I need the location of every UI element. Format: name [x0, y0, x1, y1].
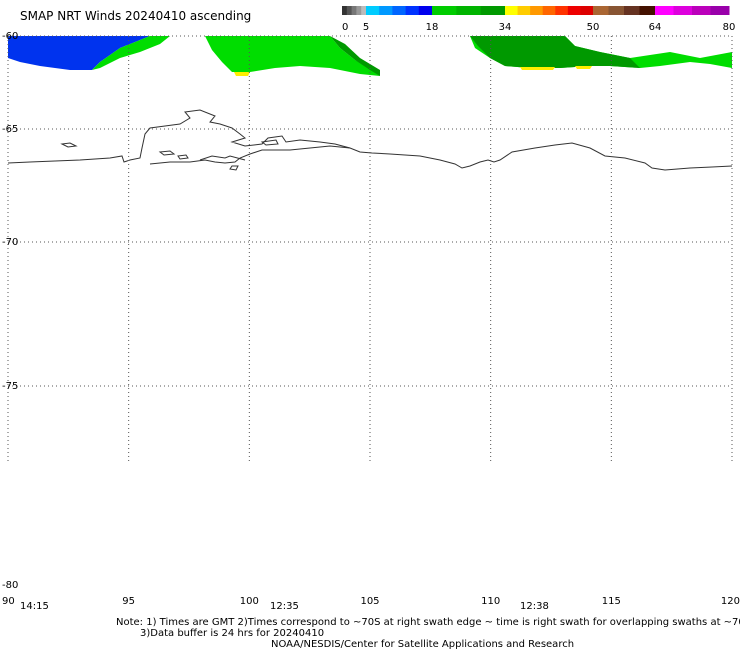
colorbar-swatch — [346, 6, 353, 15]
colorbar-label: 80 — [723, 22, 736, 33]
lon-tick-label: 115 — [602, 596, 621, 607]
colorbar-swatch — [542, 6, 556, 15]
lat-tick-label: -65 — [2, 124, 18, 135]
colorbar-label: 34 — [499, 22, 512, 33]
colorbar-swatch — [405, 6, 420, 15]
coastline — [7, 109, 733, 171]
colorbar-swatch — [418, 6, 433, 15]
colorbar-swatch — [692, 6, 711, 15]
colorbar-swatch — [655, 6, 674, 15]
colorbar-swatch — [351, 6, 357, 15]
lon-tick-label: 90 — [2, 596, 15, 607]
colorbar-label: 50 — [587, 22, 600, 33]
swath-yellow-right — [520, 66, 592, 70]
colorbar-label: 0 — [342, 22, 348, 33]
colorbar-swatch — [608, 6, 625, 15]
colorbar-swatch — [392, 6, 407, 15]
lon-tick-label: 100 — [240, 596, 259, 607]
colorbar-label: 64 — [649, 22, 662, 33]
note-line-2: 3)Data buffer is 24 hrs for 20240410 — [140, 628, 325, 639]
coastline-inlet — [199, 155, 246, 161]
colorbar-swatch — [432, 6, 457, 15]
colorbar-swatch — [366, 6, 380, 15]
colorbar-label: 5 — [363, 22, 369, 33]
swath-strong-blue — [8, 36, 150, 70]
graticule — [7, 35, 733, 462]
colorbar-swatch — [361, 6, 367, 15]
lat-tick-label: -70 — [2, 237, 18, 248]
coastline-main — [7, 109, 733, 171]
swath-yellow-center — [234, 72, 250, 76]
lat-tick-label: -80 — [2, 580, 18, 591]
colorbar-swatch — [567, 6, 581, 15]
swath-time-label: 12:35 — [270, 601, 299, 612]
colorbar-swatch — [456, 6, 482, 15]
colorbar-swatch — [379, 6, 393, 15]
colorbar-swatch — [710, 6, 730, 15]
island-3 — [177, 154, 189, 160]
coastline-lower — [149, 145, 351, 165]
swath-dark-green-center — [330, 36, 380, 76]
swath-green-left — [92, 36, 170, 70]
swath-green-center — [205, 36, 380, 76]
colorbar-label: 18 — [426, 22, 439, 33]
colorbar-swatch — [342, 6, 348, 15]
colorbar-swatch — [480, 6, 506, 15]
lon-tick-label: 105 — [360, 596, 379, 607]
swath-time-label: 12:38 — [520, 601, 549, 612]
island-2 — [158, 150, 176, 156]
map-title: SMAP NRT Winds 20240410 ascending — [20, 9, 252, 23]
note-credit: NOAA/NESDIS/Center for Satellite Applica… — [271, 639, 575, 650]
colorbar-swatch — [530, 6, 544, 15]
lon-tick-label: 120 — [721, 596, 740, 607]
island-4 — [260, 139, 279, 146]
colorbar-swatch — [639, 6, 656, 15]
wind-speed-colorbar: 0 5 18 34 50 64 80 — [342, 6, 736, 33]
swath-dark-green-right — [470, 36, 640, 68]
colorbar-swatch — [624, 6, 640, 15]
lon-tick-label: 95 — [122, 596, 135, 607]
lon-tick-label: 110 — [481, 596, 500, 607]
colorbar-swatch — [580, 6, 594, 15]
colorbar-swatch — [517, 6, 531, 15]
colorbar-swatch — [505, 6, 519, 15]
note-line-1: Note: 1) Times are GMT 2)Times correspon… — [116, 617, 740, 628]
colorbar-swatch — [593, 6, 609, 15]
wind-swaths — [8, 36, 732, 76]
colorbar-swatch — [356, 6, 362, 15]
lat-tick-label: -60 — [2, 31, 18, 42]
island-5 — [229, 165, 239, 171]
island-1 — [60, 142, 78, 148]
lat-tick-label: -75 — [2, 381, 18, 392]
colorbar-swatch — [555, 6, 569, 15]
colorbar-swatch — [673, 6, 693, 15]
swath-time-label: 14:15 — [20, 601, 49, 612]
